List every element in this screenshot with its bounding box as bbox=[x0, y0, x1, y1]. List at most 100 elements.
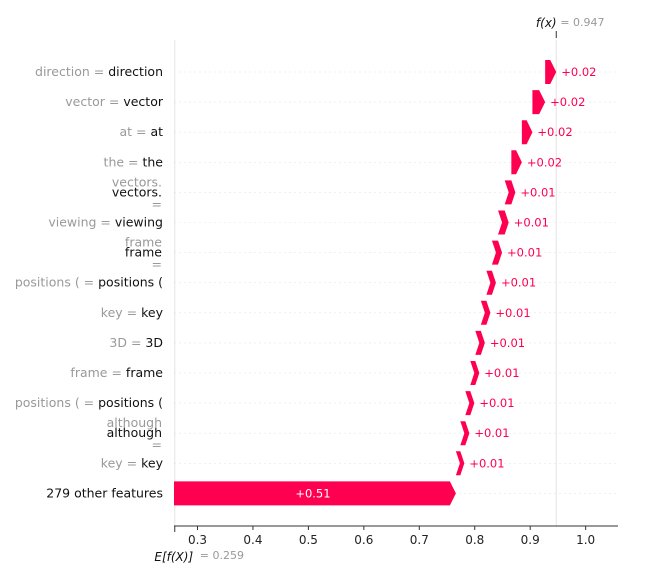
bar-value-label: +0.01 bbox=[469, 456, 504, 470]
feature-bar bbox=[455, 451, 465, 476]
feature-value-label: at bbox=[150, 124, 163, 139]
feature-label: viewing = viewing bbox=[48, 215, 163, 230]
reference-lines bbox=[174, 40, 557, 526]
bar-value-label: +0.01 bbox=[484, 366, 519, 380]
feature-bar bbox=[470, 361, 480, 385]
feature-label: at = at bbox=[119, 124, 163, 139]
bar-value-label: +0.01 bbox=[490, 336, 525, 350]
feature-labels: direction = direction vector = vector at =… bbox=[15, 64, 164, 500]
feature-equals-sign: = bbox=[108, 365, 126, 380]
x-axis: 0.3 0.4 0.5 0.6 0.7 0.8 0.9 1.0 E[f(X)] = 0.259 bbox=[154, 525, 618, 564]
x-tick-label: 1.0 bbox=[576, 533, 595, 547]
x-tick-label: 0.6 bbox=[354, 533, 373, 547]
feature-name-label: key bbox=[101, 455, 123, 470]
feature-equals-sign: = bbox=[90, 64, 108, 79]
feature-equals-sign: = bbox=[152, 257, 162, 272]
feature-value-label: key bbox=[141, 305, 163, 320]
feature-equals-sign: = bbox=[152, 437, 162, 452]
x-tick-label: 0.3 bbox=[188, 533, 207, 547]
x-tick-label: 0.5 bbox=[299, 533, 318, 547]
bar-value-label: +0.01 bbox=[514, 216, 549, 230]
x-tick-label: 0.9 bbox=[521, 533, 540, 547]
feature-equals-sign: = bbox=[127, 335, 145, 350]
feature-value-label: vector bbox=[123, 94, 164, 109]
feature-bar bbox=[465, 391, 475, 416]
x-tick-label: 0.7 bbox=[410, 533, 429, 547]
other-features-label: 279 other features bbox=[46, 485, 163, 500]
bar-value-label: +0.02 bbox=[561, 65, 596, 79]
feature-name-label: vector bbox=[65, 94, 106, 109]
feature-value-label: frame bbox=[125, 245, 162, 260]
feature-value-label: frame bbox=[126, 365, 163, 380]
feature-name-label: positions ( bbox=[15, 395, 80, 410]
feature-name-label: positions ( bbox=[15, 275, 80, 290]
fx-label: f(x) bbox=[536, 16, 557, 30]
feature-equals-sign: = bbox=[123, 455, 141, 470]
feature-label: 3D = 3D bbox=[109, 335, 163, 350]
feature-equals-sign: = bbox=[96, 215, 114, 230]
feature-bar bbox=[545, 60, 557, 84]
feature-bar bbox=[491, 240, 503, 265]
feature-value-label: although bbox=[107, 425, 162, 440]
feature-equals-sign: = bbox=[80, 275, 98, 290]
feature-bar bbox=[480, 300, 491, 325]
bar-value-label: +0.01 bbox=[495, 306, 530, 320]
bar-value-label: +0.02 bbox=[527, 155, 562, 169]
feature-label: vector = vector bbox=[65, 94, 164, 109]
feature-equals-sign: = bbox=[80, 395, 98, 410]
feature-value-label: 3D bbox=[145, 335, 163, 350]
feature-equals-sign: = bbox=[105, 94, 123, 109]
feature-label: the = the bbox=[104, 154, 164, 169]
fx-value-label: = 0.947 bbox=[560, 16, 604, 29]
feature-name-label: although bbox=[107, 415, 162, 430]
feature-value-label: positions ( bbox=[98, 275, 163, 290]
feature-name-label: direction bbox=[35, 64, 90, 79]
feature-label: frame = frame bbox=[70, 365, 163, 380]
bar-value-label: +0.01 bbox=[474, 426, 509, 440]
fx-header: f(x) = 0.947 bbox=[536, 16, 604, 38]
feature-label: positions ( = positions ( bbox=[15, 275, 163, 290]
bar-value-label: +0.02 bbox=[550, 95, 585, 109]
feature-label: positions ( = positions ( bbox=[15, 395, 163, 410]
ex-value-label: = 0.259 bbox=[200, 549, 244, 562]
feature-value-label: positions ( bbox=[98, 395, 163, 410]
feature-bar bbox=[504, 180, 516, 205]
bar-value-label: +0.01 bbox=[501, 276, 536, 290]
feature-value-label: key bbox=[141, 455, 163, 470]
feature-name-label: the bbox=[104, 154, 125, 169]
feature-bar bbox=[521, 120, 533, 145]
feature-equals-sign: = bbox=[152, 196, 162, 211]
feature-bar bbox=[486, 270, 496, 295]
feature-value-label: viewing bbox=[115, 215, 163, 230]
feature-equals-sign: = bbox=[123, 305, 141, 320]
feature-equals-sign: = bbox=[124, 154, 142, 169]
ex-label: E[f(X)] bbox=[154, 550, 193, 564]
feature-name-label: key bbox=[101, 305, 123, 320]
bar-value-label: +0.01 bbox=[479, 396, 514, 410]
feature-label: key = key bbox=[101, 455, 164, 470]
feature-label: direction = direction bbox=[35, 64, 163, 79]
feature-bar bbox=[475, 330, 485, 355]
other-features-bar bbox=[174, 481, 456, 506]
feature-name-label: 3D bbox=[109, 335, 127, 350]
feature-name-label: frame bbox=[70, 365, 107, 380]
feature-name-label: viewing bbox=[48, 215, 96, 230]
feature-bar bbox=[532, 90, 546, 115]
feature-bar bbox=[498, 210, 509, 235]
bars: +0.02 +0.02 +0.02 +0.02 +0.01 +0.01 +0.01 +0.01… bbox=[174, 60, 597, 506]
feature-name-label: at bbox=[119, 124, 132, 139]
feature-bar bbox=[511, 150, 522, 175]
feature-bar bbox=[460, 421, 470, 446]
feature-name-label: vectors. bbox=[112, 174, 162, 189]
feature-value-label: the bbox=[142, 154, 163, 169]
x-tick-label: 0.8 bbox=[465, 533, 484, 547]
other-bar-value-label: +0.51 bbox=[295, 486, 330, 500]
feature-equals-sign: = bbox=[132, 124, 150, 139]
bar-value-label: +0.02 bbox=[537, 125, 572, 139]
bar-value-label: +0.01 bbox=[520, 185, 555, 199]
feature-value-label: vectors. bbox=[112, 184, 162, 199]
x-tick-label: 0.4 bbox=[243, 533, 262, 547]
feature-name-label: frame bbox=[125, 235, 162, 250]
